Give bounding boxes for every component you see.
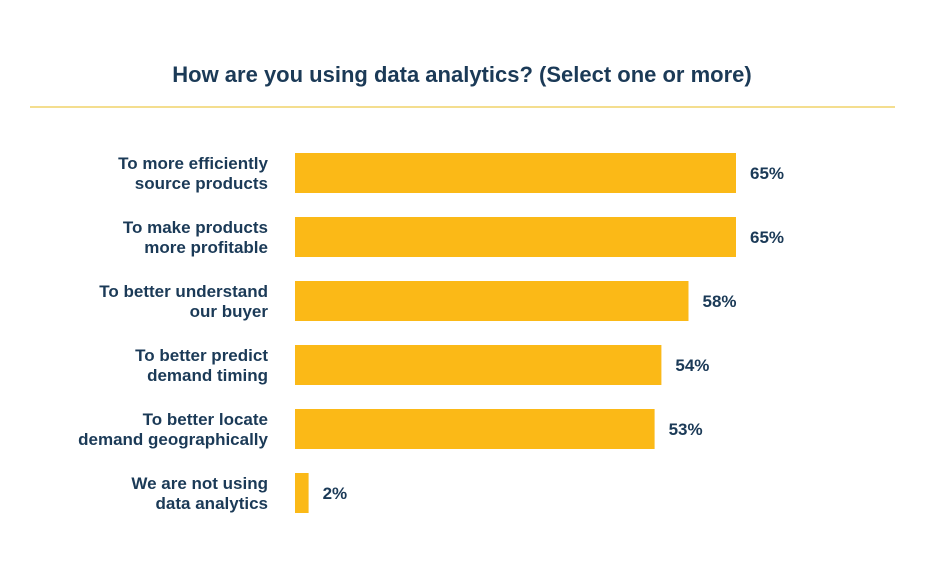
bar-3: [295, 281, 689, 321]
category-label-2: To make products more profitable: [123, 218, 268, 257]
value-label-6: 2%: [323, 484, 348, 503]
value-label-4: 54%: [675, 356, 709, 375]
category-label-1: To more efficiently source products: [118, 154, 268, 193]
bar-5: [295, 409, 655, 449]
bar-2: [295, 217, 736, 257]
category-label-line: To better understand: [99, 282, 268, 301]
category-label-4: To better predict demand timing: [135, 346, 268, 385]
bars-layer: 65% To more efficiently source products 65%…: [78, 153, 784, 513]
chart-title: How are you using data analytics? (Selec…: [172, 62, 751, 87]
value-label-3: 58%: [703, 292, 737, 311]
value-label-2: 65%: [750, 228, 784, 247]
category-label-line: our buyer: [190, 302, 269, 321]
category-label-5: To better locate demand geographically: [78, 410, 268, 449]
bar-1: [295, 153, 736, 193]
category-label-line: To more efficiently: [118, 154, 268, 173]
category-label-line: To better locate: [143, 410, 268, 429]
value-label-1: 65%: [750, 164, 784, 183]
bar-4: [295, 345, 662, 385]
category-label-line: more profitable: [144, 238, 268, 257]
category-label-line: To make products: [123, 218, 268, 237]
category-label-line: We are not using: [131, 474, 268, 493]
category-label-3: To better understand our buyer: [99, 282, 268, 321]
category-label-line: demand geographically: [78, 430, 268, 449]
category-label-6: We are not using data analytics: [131, 474, 268, 513]
category-label-line: demand timing: [147, 366, 268, 385]
category-label-line: source products: [135, 174, 268, 193]
category-label-line: To better predict: [135, 346, 268, 365]
value-label-5: 53%: [669, 420, 703, 439]
category-label-line: data analytics: [156, 494, 268, 513]
bar-6: [295, 473, 309, 513]
